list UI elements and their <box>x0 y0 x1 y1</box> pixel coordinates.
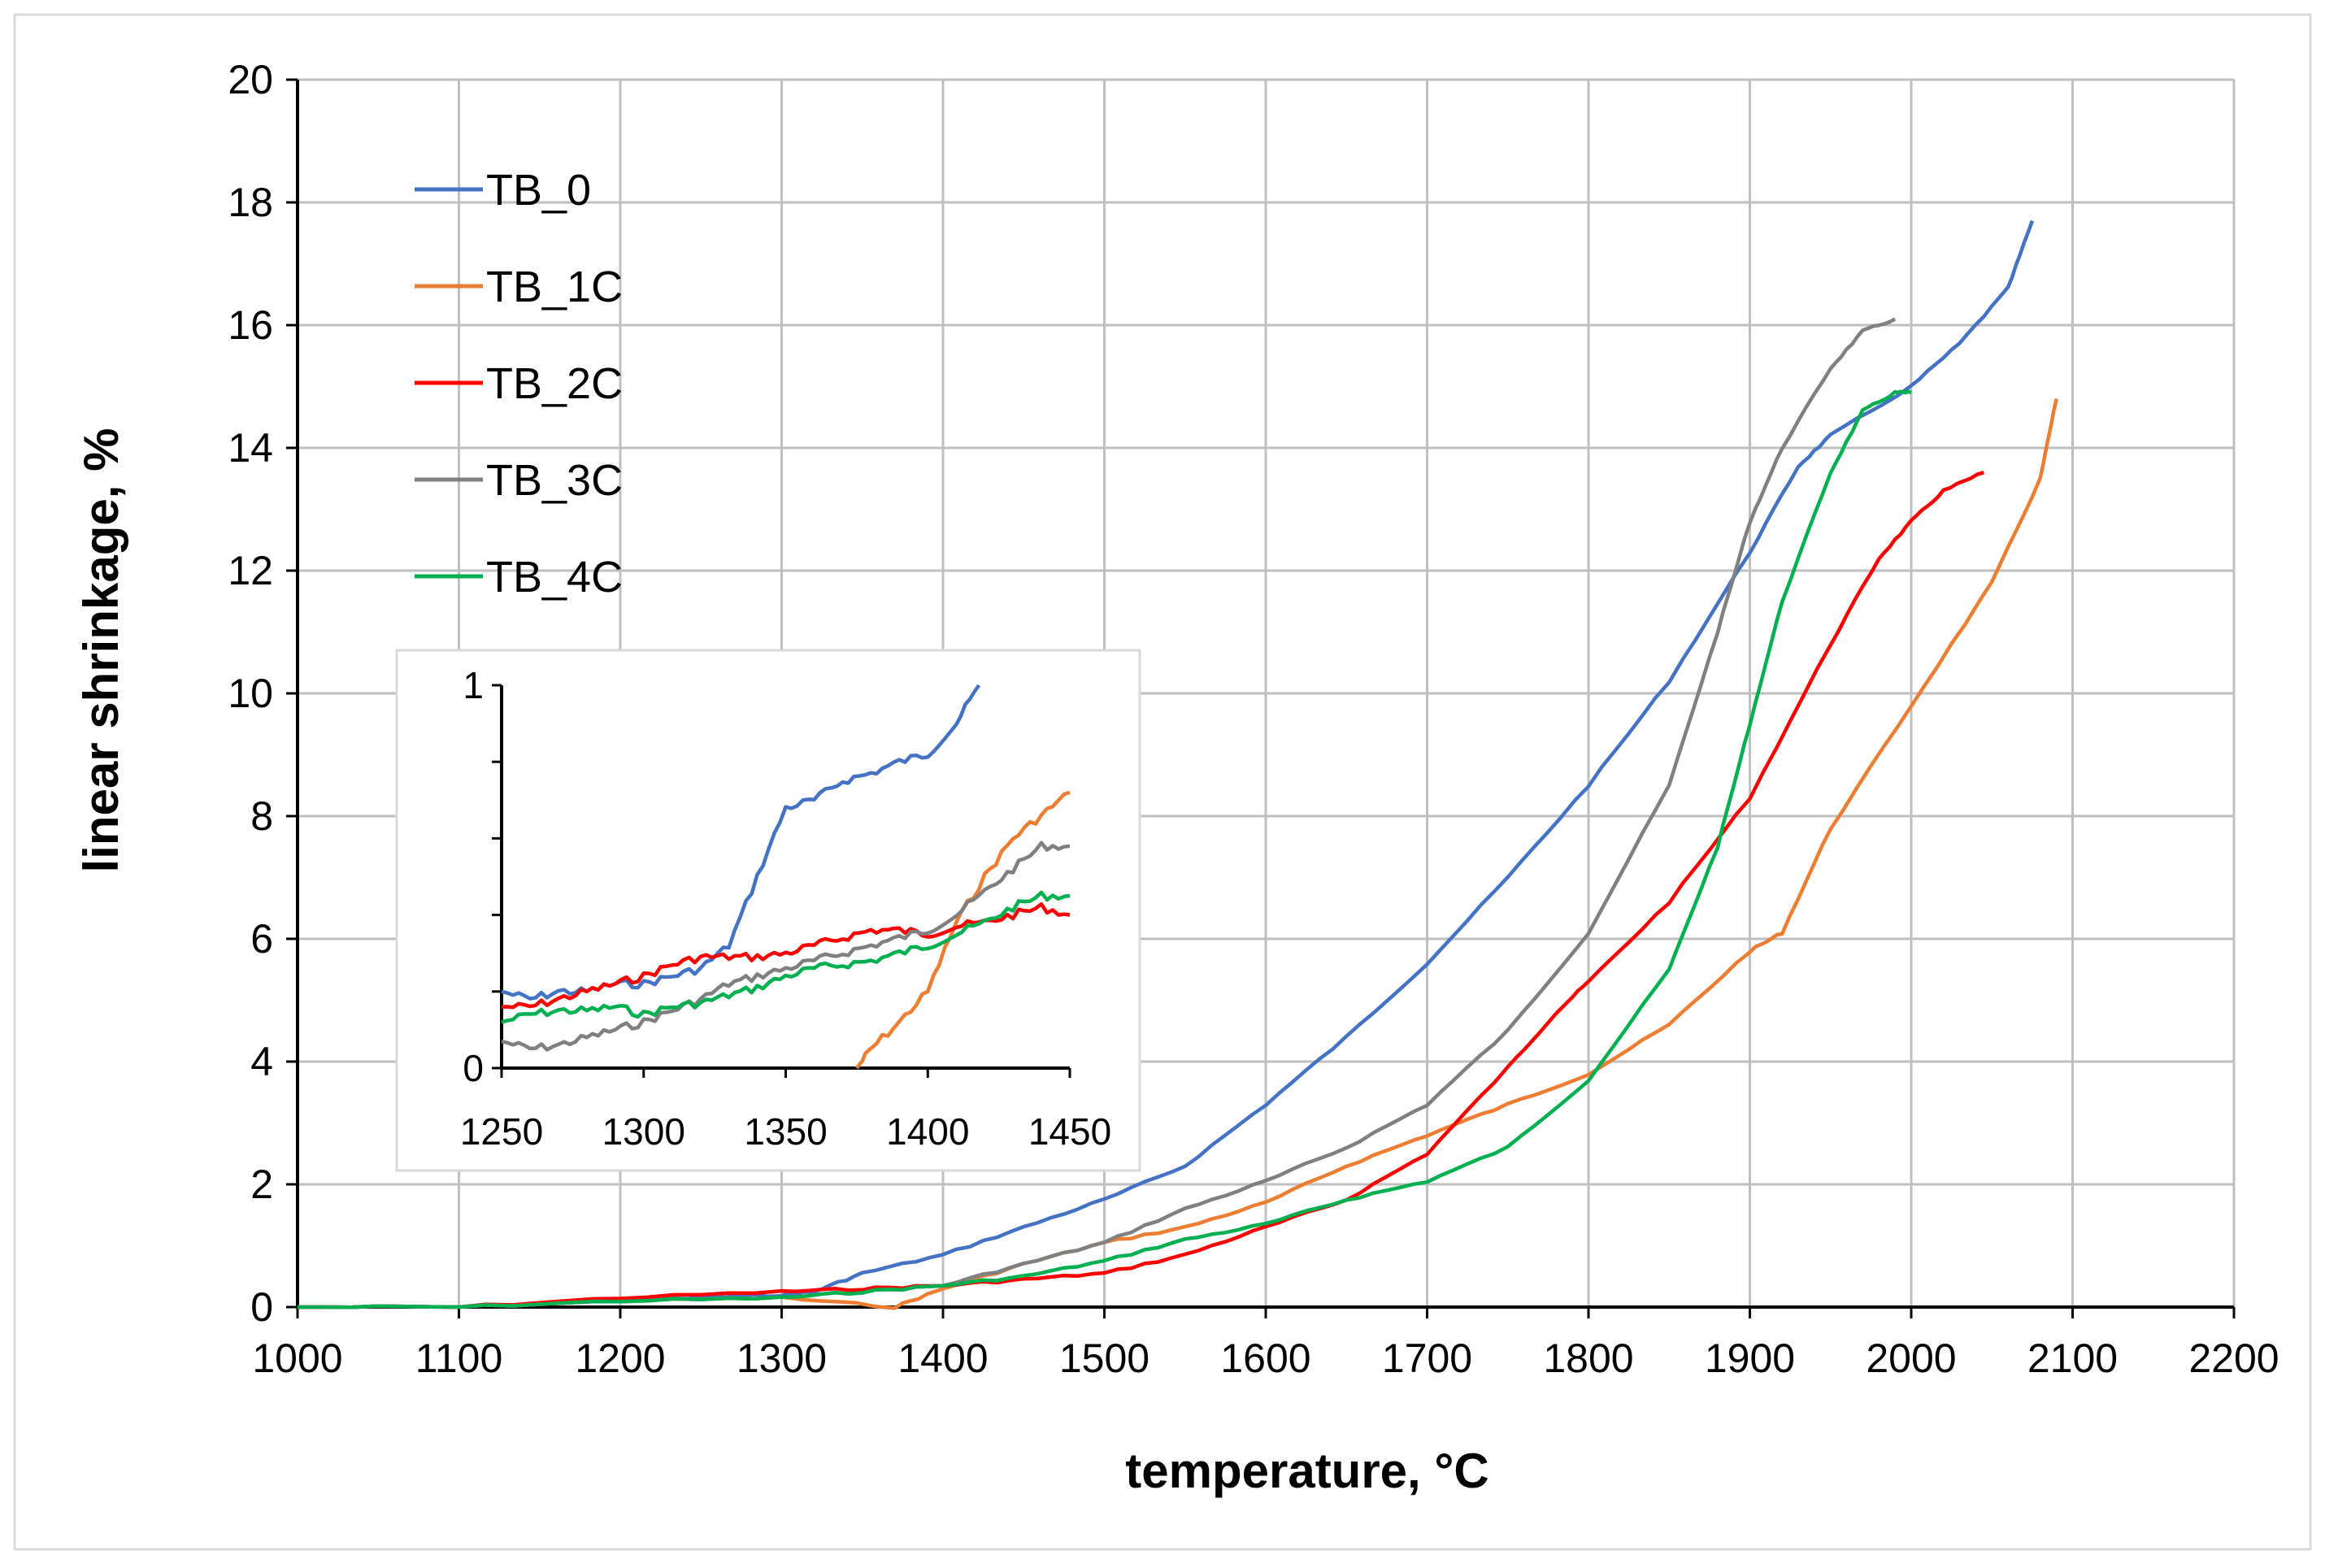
inset-x-tick-label: 1300 <box>602 1110 685 1153</box>
x-tick-label: 2000 <box>1866 1336 1956 1381</box>
x-tick-labels: 1000 1100 1200 1300 1400 1500 1600 1700 1800 1900… <box>252 1336 2279 1381</box>
y-tick-label: 2 <box>250 1162 273 1207</box>
x-tick-label: 1400 <box>897 1336 988 1381</box>
series-lines <box>298 219 2058 1310</box>
series-line-tb-1c <box>298 398 2058 1310</box>
inset-x-tick-labels: 1250 1300 1350 1400 1450 <box>460 1110 1111 1153</box>
inset-x-tick-label: 1400 <box>886 1110 969 1153</box>
y-tick-label: 14 <box>228 425 273 471</box>
y-tick-labels: 0 2 4 6 8 10 12 14 16 18 20 <box>228 57 273 1330</box>
x-tick-label: 1100 <box>415 1336 503 1381</box>
x-axis-label: temperature, °C <box>1125 1444 1488 1498</box>
y-tick-label: 12 <box>228 548 273 593</box>
series-line-tb-2c <box>298 471 1984 1310</box>
legend-label-tb-3c: TB_3C <box>486 456 623 505</box>
x-tick-label: 2200 <box>2188 1336 2279 1381</box>
legend-label-tb-0: TB_0 <box>486 166 591 215</box>
x-tick-label: 1500 <box>1059 1336 1149 1381</box>
inset-y-tick-labels: 01 <box>463 664 484 1089</box>
y-tick-label: 10 <box>228 671 273 716</box>
y-axis-label: linear shrinkage, % <box>74 428 128 873</box>
x-tick-label: 1700 <box>1382 1336 1472 1381</box>
inset-x-tick-label: 1350 <box>744 1110 827 1153</box>
axes <box>286 78 2236 1318</box>
legend-label-tb-1c: TB_1C <box>486 263 623 311</box>
y-tick-label: 0 <box>250 1284 273 1330</box>
inset-y-tick-label: 0 <box>463 1047 484 1089</box>
x-tick-label: 1000 <box>252 1336 342 1381</box>
inset-chart: 1250 1300 1350 1400 1450 01 <box>395 649 1141 1172</box>
inset-y-tick-label: 1 <box>463 664 484 706</box>
inset-series-lines <box>501 684 1071 1070</box>
inset-series-line-tb-3c <box>501 840 1071 1052</box>
chart-border <box>13 13 2312 1551</box>
inset-x-tick-label: 1450 <box>1028 1110 1111 1153</box>
x-tick-label: 1900 <box>1705 1336 1795 1381</box>
y-tick-label: 6 <box>250 916 273 962</box>
x-tick-label: 2100 <box>2027 1336 2118 1381</box>
inset-frame <box>395 649 1141 1172</box>
inset-series-line-tb-1c <box>855 790 1071 1070</box>
y-tick-label: 18 <box>228 180 273 225</box>
y-tick-label: 4 <box>250 1039 273 1084</box>
series-line-tb-4c <box>298 389 1912 1310</box>
legend: TB_0 TB_1C TB_2C TB_3C TB_4C <box>415 166 623 602</box>
x-tick-label: 1200 <box>575 1336 665 1381</box>
inset-series-line-tb-2c <box>501 901 1071 1010</box>
x-tick-label: 1600 <box>1220 1336 1310 1381</box>
y-tick-label: 16 <box>228 302 273 348</box>
inset-series-line-tb-4c <box>501 890 1071 1024</box>
y-tick-label: 20 <box>228 57 273 102</box>
legend-label-tb-4c: TB_4C <box>486 553 623 602</box>
x-tick-label: 1800 <box>1543 1336 1633 1381</box>
legend-label-tb-2c: TB_2C <box>486 359 623 408</box>
inset-axes <box>492 684 1071 1078</box>
inset-x-tick-label: 1250 <box>460 1110 543 1153</box>
x-tick-label: 1300 <box>737 1336 827 1381</box>
y-tick-label: 8 <box>250 793 273 839</box>
